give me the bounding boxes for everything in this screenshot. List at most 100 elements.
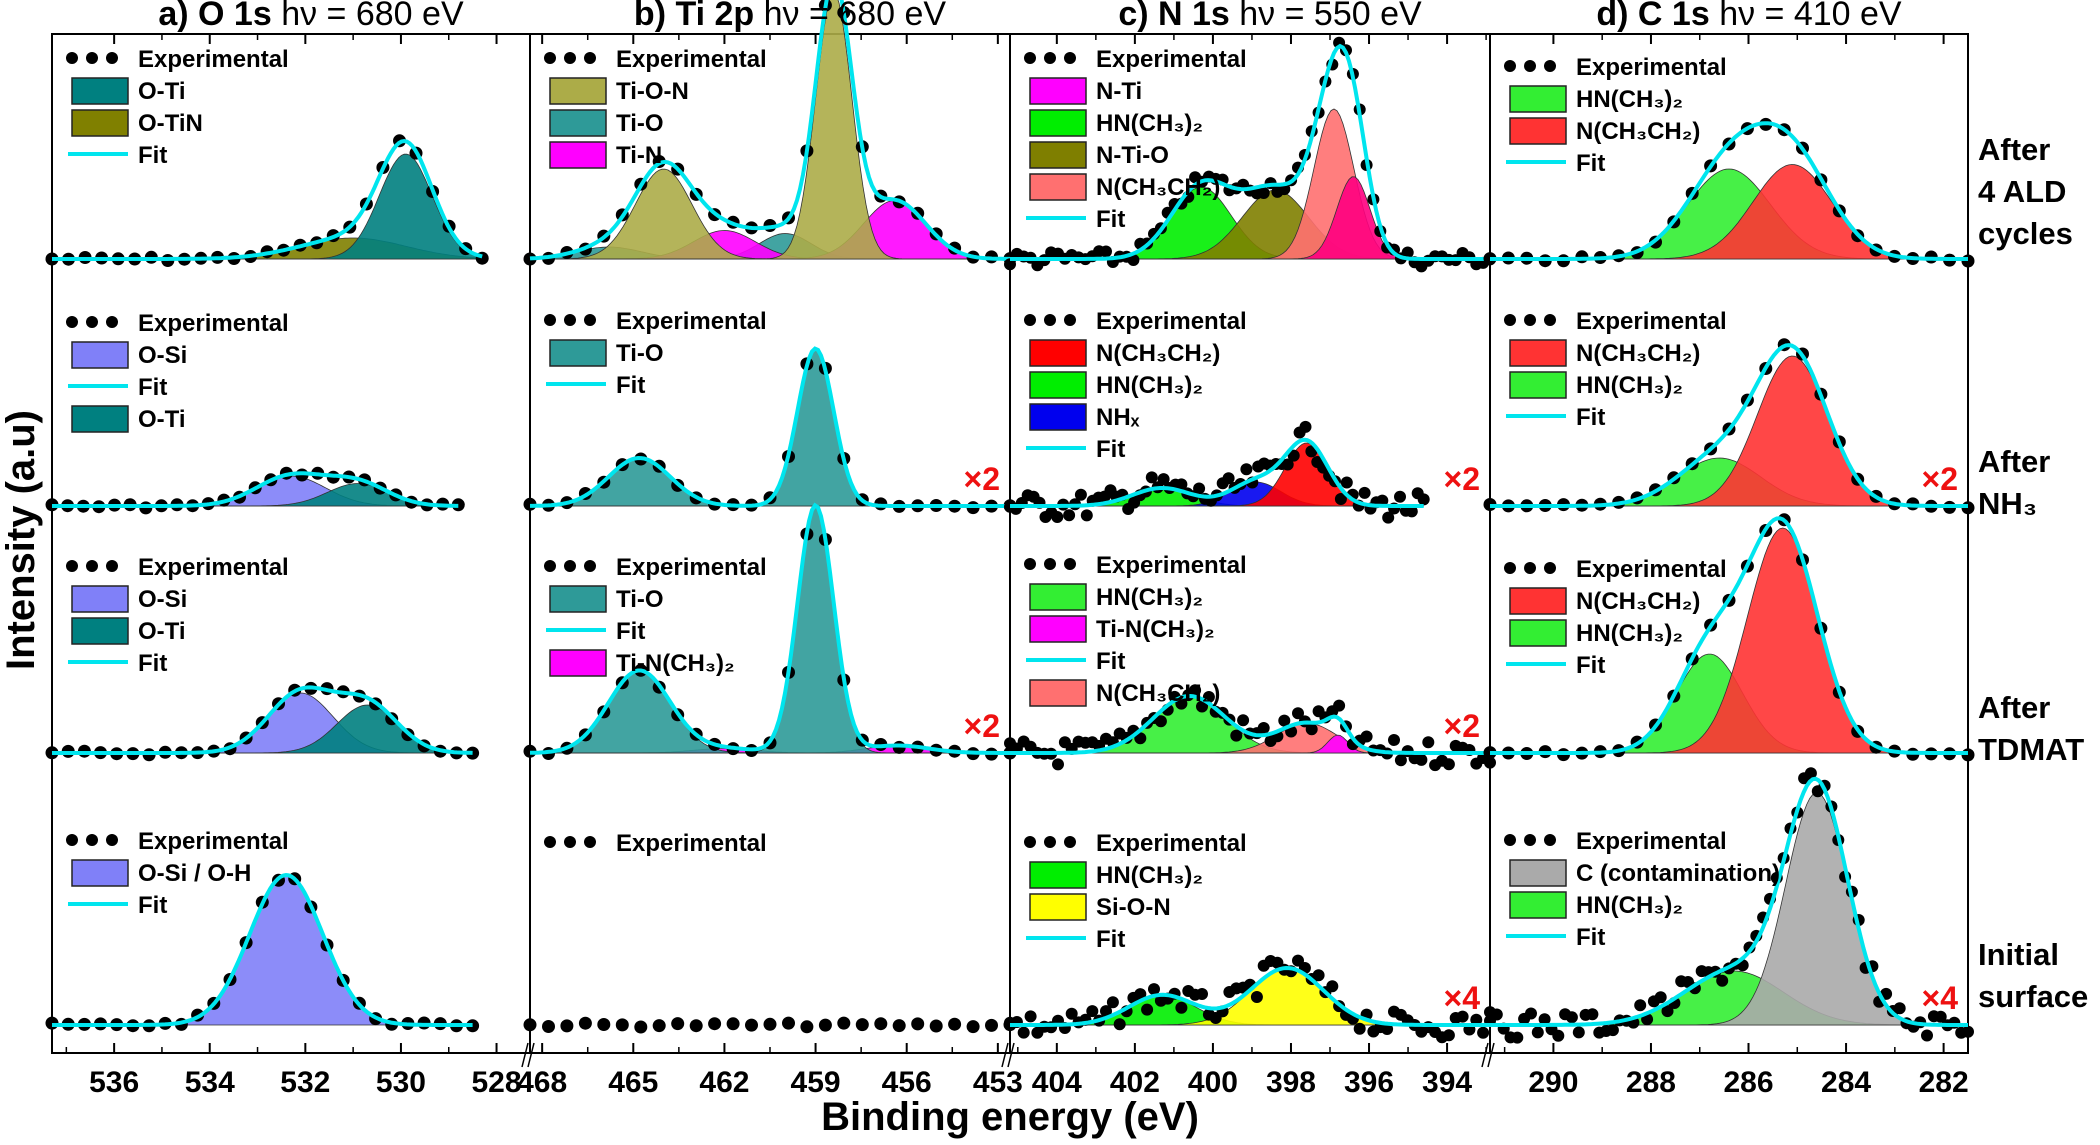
row-label-line: cycles xyxy=(1978,216,2073,251)
data-point xyxy=(1394,754,1407,767)
data-point xyxy=(782,1016,795,1030)
legend-dots-icon xyxy=(66,52,78,64)
data-point xyxy=(1065,1007,1078,1020)
fit-line xyxy=(1490,343,1968,508)
x-axis-d: 290 288 286 284 282 xyxy=(1481,34,1969,1099)
legend-label: Ti-O-N xyxy=(616,78,689,105)
data-point xyxy=(1634,999,1647,1012)
legend-dots-icon xyxy=(564,560,576,572)
legend-label: Fit xyxy=(1096,648,1125,675)
legend-swatch-icon xyxy=(1029,141,1087,169)
legend-label: Experimental xyxy=(138,554,289,581)
data-point xyxy=(1716,974,1729,987)
tick-label: 465 xyxy=(608,1066,658,1099)
data-point xyxy=(1654,991,1667,1004)
legend-label: N(CH₃CH₂) xyxy=(1576,588,1700,615)
data-point xyxy=(1422,736,1435,749)
data-point xyxy=(1240,463,1253,476)
data-point xyxy=(1381,1023,1394,1035)
legend-label: Fit xyxy=(616,618,645,645)
legend-label: Fit xyxy=(1096,436,1125,463)
data-point xyxy=(523,1018,537,1032)
fit-line xyxy=(1010,693,1490,755)
row-label-line: surface xyxy=(1978,979,2088,1014)
data-point xyxy=(1326,980,1339,993)
axis-break-mark xyxy=(1481,1042,1495,1068)
data-point xyxy=(1100,1005,1112,1018)
tick-label: 288 xyxy=(1626,1066,1676,1099)
data-point xyxy=(1193,482,1206,495)
x-axis-label: Binding energy (eV) xyxy=(821,1095,1199,1139)
legend-swatch-icon xyxy=(1509,587,1567,615)
panel-frame-d xyxy=(1489,33,1969,1054)
row-label-line: 4 ALD xyxy=(1978,174,2066,209)
data-point xyxy=(1934,1010,1947,1023)
data-point xyxy=(1145,471,1158,484)
tick-label: 456 xyxy=(882,1066,932,1099)
legend-swatch-icon xyxy=(549,77,607,105)
legend-label: HN(CH₃)₂ xyxy=(1096,372,1203,399)
data-point xyxy=(1157,473,1170,486)
legend-swatch-icon xyxy=(549,585,607,613)
legend-label: Fit xyxy=(1576,924,1605,951)
data-point xyxy=(1127,254,1140,266)
legend-label: NHₓ xyxy=(1096,404,1140,431)
legend-dots-icon xyxy=(584,836,596,848)
row-label-4: Initial surface xyxy=(1978,937,2088,1014)
data-point xyxy=(1525,1007,1537,1020)
data-point xyxy=(1470,1013,1483,1026)
spectrum-c-row3: ×2 xyxy=(1004,684,1496,772)
fit-line xyxy=(52,138,483,261)
legend-label: Experimental xyxy=(1576,828,1727,855)
tick-label: 398 xyxy=(1266,1066,1316,1099)
legend-label: Ti-O xyxy=(616,586,664,613)
legend-dots-icon xyxy=(584,314,596,326)
axis-break-mark xyxy=(1001,1042,1015,1068)
data-point xyxy=(837,1016,851,1030)
legend-dots-icon xyxy=(1024,836,1036,848)
row-label-line: NH₃ xyxy=(1978,486,2037,521)
data-point xyxy=(615,1018,629,1032)
legend-label: O-Si / O-H xyxy=(138,860,251,887)
legend-dots-icon xyxy=(544,52,556,64)
data-point xyxy=(1511,1031,1524,1044)
intensity-multiplier: ×2 xyxy=(1444,708,1480,744)
legend-label: Fit xyxy=(1576,150,1605,177)
legend-dots-icon xyxy=(106,52,118,64)
fit-line xyxy=(52,872,473,1027)
data-point xyxy=(1565,1011,1578,1024)
intensity-multiplier: ×4 xyxy=(1922,980,1959,1016)
legend-c-row3: Experimental HN(CH₃)₂ Ti-N(CH₃)₂ Fit N(CH₃CH… xyxy=(1024,552,1247,707)
data-point xyxy=(1024,1010,1037,1023)
tick-label: 284 xyxy=(1821,1066,1871,1099)
data-point xyxy=(1086,1005,1099,1018)
legend-label: Experimental xyxy=(1096,308,1247,335)
data-point xyxy=(1484,756,1496,769)
legend-dots-icon xyxy=(1044,558,1056,570)
spectrum-c-row1 xyxy=(1004,36,1496,273)
data-point xyxy=(1281,458,1294,471)
legend-dots-icon xyxy=(1024,558,1036,570)
data-point xyxy=(1394,490,1406,503)
legend-swatch-icon xyxy=(1029,403,1087,431)
data-point xyxy=(1017,1026,1030,1039)
spectrum-a-row2 xyxy=(45,466,465,515)
panel-title-core: c) N 1s xyxy=(1118,0,1239,33)
data-point xyxy=(948,1017,962,1031)
legend-label: Ti-N(CH₃)₂ xyxy=(616,650,735,677)
data-point xyxy=(874,1017,888,1031)
spectrum-c-row4: ×4 xyxy=(1004,954,1496,1044)
legend-dots-icon xyxy=(1544,834,1556,846)
panel-title-core: b) Ti 2p xyxy=(634,0,764,33)
legend-dots-icon xyxy=(1064,52,1076,64)
data-point xyxy=(855,1018,869,1032)
legend-label: HN(CH₃)₂ xyxy=(1096,584,1203,611)
data-point xyxy=(1477,1026,1490,1039)
spectrum-b-row3: ×2 xyxy=(523,502,1017,761)
data-point xyxy=(1063,509,1076,522)
tick-label: 530 xyxy=(376,1066,426,1099)
tick-label: 400 xyxy=(1188,1066,1238,1099)
intensity-multiplier: ×2 xyxy=(964,708,1000,744)
data-point xyxy=(1340,476,1353,489)
legend-label: HN(CH₃)₂ xyxy=(1096,862,1203,889)
